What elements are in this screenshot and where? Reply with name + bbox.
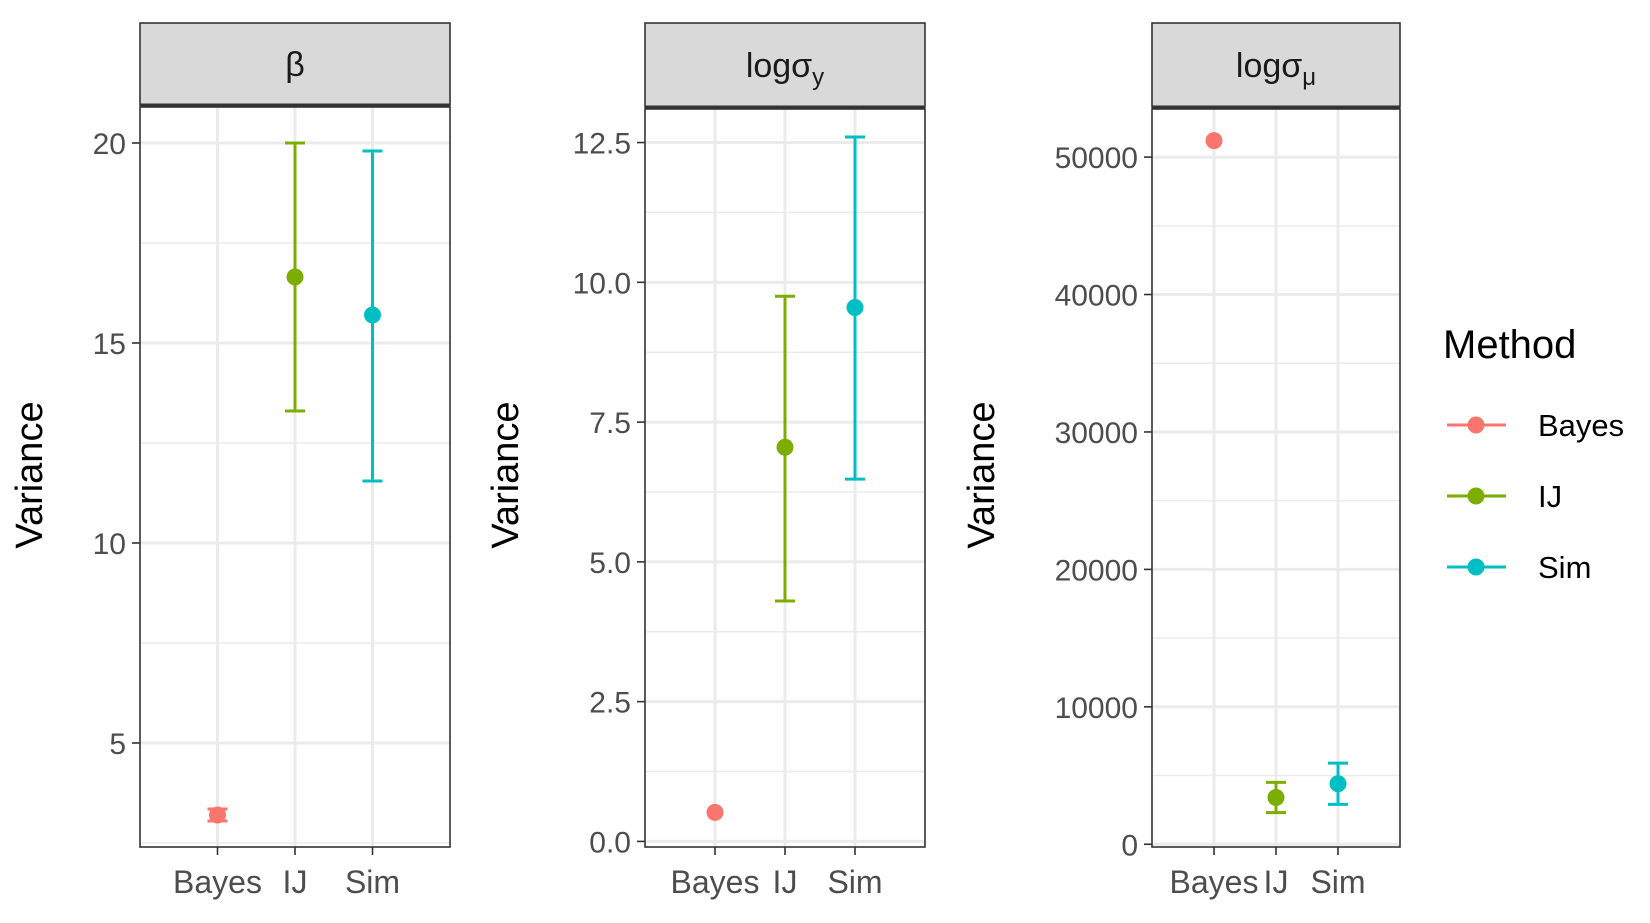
- y-tick-label: 20000: [1055, 554, 1138, 587]
- legend-entry-ij: IJ: [1447, 479, 1562, 514]
- x-tick-label: IJ: [283, 864, 308, 900]
- y-axis-title: Variance: [485, 401, 527, 548]
- y-tick-label: 10: [93, 528, 126, 561]
- legend-title: Method: [1443, 323, 1576, 367]
- y-axis-title: Variance: [9, 401, 51, 548]
- x-tick-label: Bayes: [1170, 864, 1259, 900]
- x-tick-label: Sim: [1310, 864, 1365, 900]
- y-axis-title: Variance: [961, 401, 1003, 548]
- legend-label: Sim: [1538, 550, 1591, 585]
- legend-key-point: [1467, 558, 1485, 576]
- y-tick-label: 30000: [1055, 417, 1138, 450]
- panel-1: β 5 10 15 20 Bayes IJ Sim Variance: [9, 22, 451, 900]
- point-sim: [846, 298, 864, 316]
- x-tick-label: IJ: [773, 864, 798, 900]
- facet-strip-label: logσy: [746, 47, 824, 91]
- legend-label: IJ: [1538, 479, 1562, 514]
- y-tick-label: 5.0: [589, 547, 631, 580]
- panel-2: logσy 0.0 2.5 5.0 7.5 10.0 12.5 Bayes IJ Sim Varia…: [485, 22, 926, 900]
- legend-key-point: [1467, 416, 1485, 434]
- point-bayes: [1205, 132, 1223, 150]
- point-bayes: [209, 806, 226, 824]
- legend-key-point: [1467, 487, 1485, 505]
- facet-strip-label: logσμ: [1236, 47, 1316, 91]
- y-tick-label: 40000: [1055, 280, 1138, 313]
- x-tick-label: Bayes: [173, 864, 262, 900]
- y-tick-label: 12.5: [573, 128, 631, 161]
- y-tick-label: 20: [93, 128, 126, 161]
- y-tick-label: 15: [93, 328, 126, 361]
- y-tick-label: 2.5: [589, 687, 631, 720]
- x-tick-label: Bayes: [671, 864, 760, 900]
- legend-entry-bayes: Bayes: [1447, 408, 1624, 443]
- facet-strip: [139, 22, 451, 106]
- legend: Method Bayes IJ Sim: [1443, 323, 1624, 585]
- y-tick-label: 0: [1121, 829, 1138, 862]
- x-tick-label: Sim: [345, 864, 400, 900]
- y-tick-label: 10000: [1055, 692, 1138, 725]
- x-tick-label: IJ: [1264, 864, 1289, 900]
- x-tick-label: Sim: [827, 864, 882, 900]
- point-ij: [1267, 789, 1285, 807]
- y-tick-label: 5: [109, 728, 126, 761]
- point-sim: [1329, 775, 1347, 793]
- y-tick-label: 50000: [1055, 142, 1138, 175]
- facet-strip-label: β: [285, 46, 305, 84]
- point-ij: [776, 438, 794, 456]
- y-tick-label: 10.0: [573, 267, 631, 300]
- legend-label: Bayes: [1538, 408, 1624, 443]
- legend-entry-sim: Sim: [1447, 550, 1591, 585]
- point-sim: [364, 306, 381, 324]
- y-tick-label: 7.5: [589, 407, 631, 440]
- panel-3: logσμ 0 10000 20000 30000 40000 50000 Bayes IJ Si…: [961, 22, 1401, 900]
- legend-entries: Bayes IJ Sim: [1447, 408, 1624, 585]
- point-ij: [286, 268, 304, 286]
- y-tick-label: 0.0: [589, 826, 631, 859]
- point-bayes: [706, 803, 724, 821]
